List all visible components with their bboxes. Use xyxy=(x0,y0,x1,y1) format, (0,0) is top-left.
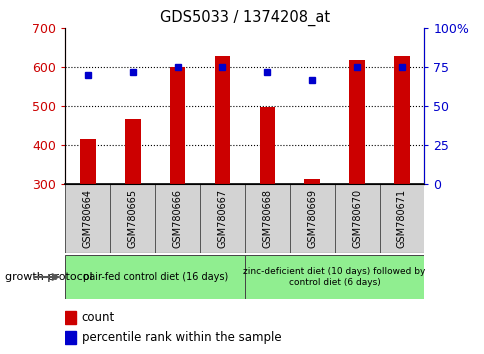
Bar xyxy=(378,184,424,253)
Bar xyxy=(393,56,409,184)
Bar xyxy=(244,255,424,299)
Text: GSM780664: GSM780664 xyxy=(83,189,93,248)
Bar xyxy=(214,56,230,184)
Bar xyxy=(244,184,289,253)
Text: GSM780666: GSM780666 xyxy=(172,189,182,248)
Bar xyxy=(155,184,200,253)
Bar xyxy=(65,312,76,324)
Text: GSM780668: GSM780668 xyxy=(262,189,272,248)
Text: percentile rank within the sample: percentile rank within the sample xyxy=(82,331,281,344)
Bar xyxy=(65,331,76,343)
Bar xyxy=(110,184,155,253)
Text: growth protocol: growth protocol xyxy=(5,272,92,282)
Text: GSM780670: GSM780670 xyxy=(351,189,362,248)
Bar xyxy=(289,184,334,253)
Text: GSM780671: GSM780671 xyxy=(396,189,406,248)
Bar xyxy=(200,184,244,253)
Bar xyxy=(80,139,95,184)
Text: pair-fed control diet (16 days): pair-fed control diet (16 days) xyxy=(82,272,227,282)
Title: GDS5033 / 1374208_at: GDS5033 / 1374208_at xyxy=(160,9,329,25)
Text: GSM780669: GSM780669 xyxy=(306,189,317,248)
Bar xyxy=(169,67,185,184)
Text: GSM780667: GSM780667 xyxy=(217,189,227,248)
Bar xyxy=(348,60,364,184)
Bar xyxy=(65,184,110,253)
Bar xyxy=(334,184,378,253)
Bar xyxy=(125,119,140,184)
Text: zinc-deficient diet (10 days) followed by
control diet (6 days): zinc-deficient diet (10 days) followed b… xyxy=(243,267,425,287)
Bar xyxy=(304,179,319,184)
Text: GSM780665: GSM780665 xyxy=(127,189,137,248)
Text: count: count xyxy=(82,311,115,324)
Bar xyxy=(65,255,244,299)
Bar xyxy=(259,107,274,184)
